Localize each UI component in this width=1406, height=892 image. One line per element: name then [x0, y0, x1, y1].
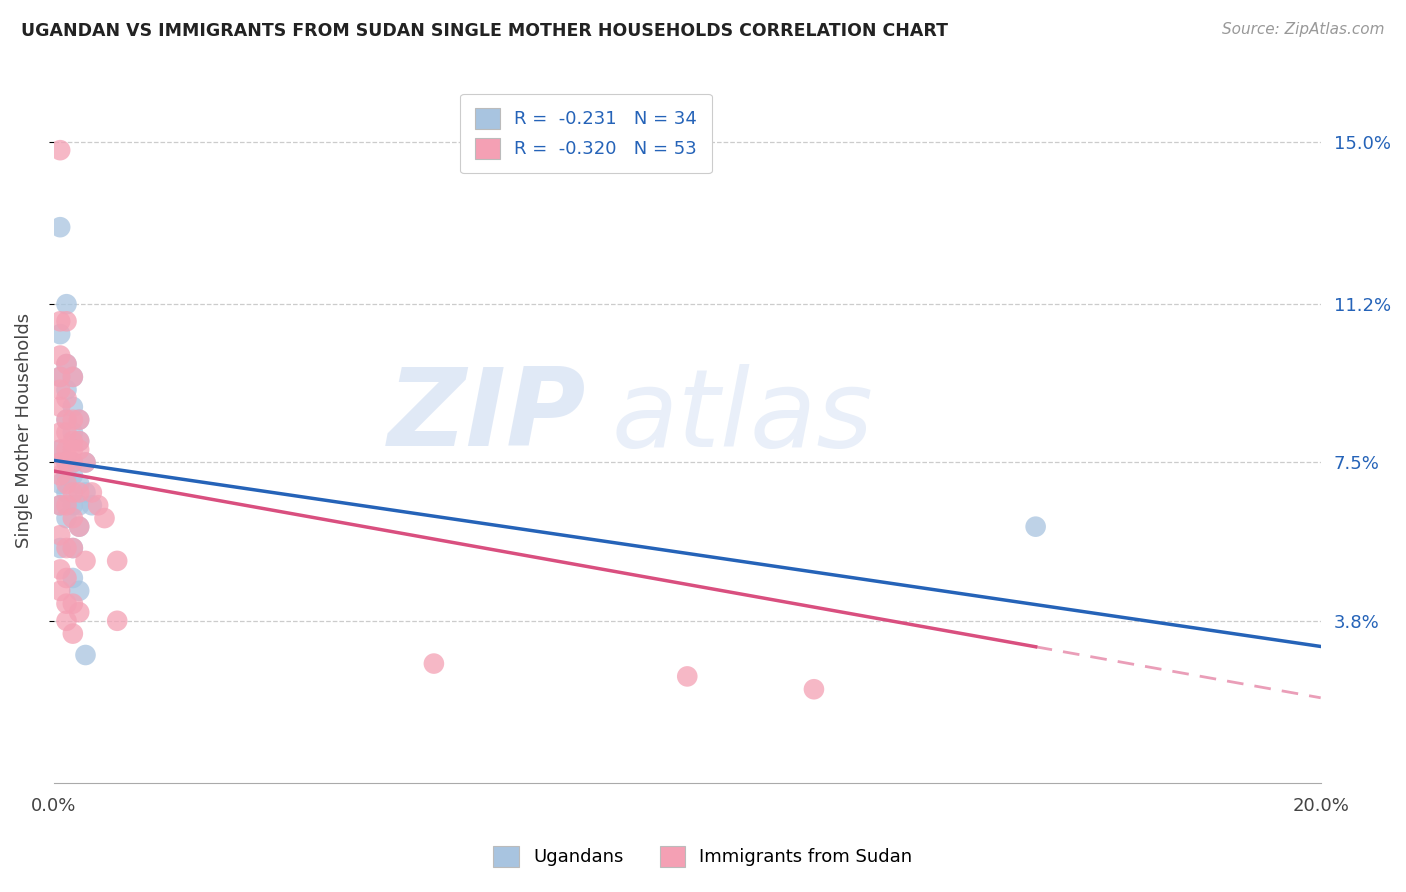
Point: [55, 597, 77, 611]
Point: [67, 476, 90, 491]
Legend: R =  -0.231   N = 34, R =  -0.320   N = 53: R = -0.231 N = 34, R = -0.320 N = 53: [460, 94, 711, 173]
Point: [49, 562, 72, 576]
Point: [49, 476, 72, 491]
Point: [75, 455, 97, 469]
Point: [49, 498, 72, 512]
Point: [67, 498, 90, 512]
Point: [67, 519, 90, 533]
Point: [49, 583, 72, 598]
Point: [62, 370, 84, 384]
Point: [49, 541, 72, 555]
Point: [49, 528, 72, 542]
Point: [55, 425, 77, 440]
Point: [55, 357, 77, 371]
Point: [62, 541, 84, 555]
Point: [62, 413, 84, 427]
Point: [55, 455, 77, 469]
Point: [55, 511, 77, 525]
Point: [49, 498, 72, 512]
Point: [62, 626, 84, 640]
Point: [55, 392, 77, 406]
Point: [67, 434, 90, 449]
Point: [62, 541, 84, 555]
Point: [55, 498, 77, 512]
Point: [49, 383, 72, 397]
Point: [62, 468, 84, 483]
Text: UGANDAN VS IMMIGRANTS FROM SUDAN SINGLE MOTHER HOUSEHOLDS CORRELATION CHART: UGANDAN VS IMMIGRANTS FROM SUDAN SINGLE …: [21, 22, 948, 40]
Point: [62, 455, 84, 469]
Point: [62, 442, 84, 457]
Point: [55, 468, 77, 483]
Point: [62, 571, 84, 585]
Point: [55, 357, 77, 371]
Point: [62, 434, 84, 449]
Point: [55, 442, 77, 457]
Point: [55, 614, 77, 628]
Point: [49, 327, 72, 342]
Point: [67, 434, 90, 449]
Point: [49, 442, 72, 457]
Point: [49, 400, 72, 414]
Point: [105, 554, 128, 568]
Point: [75, 648, 97, 662]
Point: [49, 349, 72, 363]
Point: [62, 511, 84, 525]
Legend: Ugandans, Immigrants from Sudan: Ugandans, Immigrants from Sudan: [486, 838, 920, 874]
Point: [423, 657, 446, 671]
Point: [49, 370, 72, 384]
Point: [67, 605, 90, 619]
Point: [49, 370, 72, 384]
Point: [55, 413, 77, 427]
Y-axis label: Single Mother Households: Single Mother Households: [15, 313, 32, 548]
Point: [55, 413, 77, 427]
Point: [75, 554, 97, 568]
Point: [676, 669, 699, 683]
Point: [67, 583, 90, 598]
Point: [62, 455, 84, 469]
Text: Source: ZipAtlas.com: Source: ZipAtlas.com: [1222, 22, 1385, 37]
Point: [75, 455, 97, 469]
Point: [49, 425, 72, 440]
Point: [55, 541, 77, 555]
Point: [80, 498, 103, 512]
Point: [55, 455, 77, 469]
Point: [1025, 519, 1047, 533]
Point: [55, 314, 77, 328]
Text: atlas: atlas: [612, 364, 873, 469]
Point: [80, 485, 103, 500]
Point: [49, 143, 72, 157]
Point: [55, 476, 77, 491]
Point: [49, 314, 72, 328]
Point: [803, 682, 825, 697]
Point: [55, 571, 77, 585]
Point: [55, 383, 77, 397]
Point: [62, 597, 84, 611]
Point: [62, 370, 84, 384]
Point: [93, 511, 115, 525]
Point: [67, 485, 90, 500]
Point: [62, 498, 84, 512]
Point: [55, 297, 77, 311]
Point: [62, 425, 84, 440]
Point: [105, 614, 128, 628]
Point: [49, 442, 72, 457]
Point: [87, 498, 110, 512]
Point: [67, 519, 90, 533]
Point: [49, 220, 72, 235]
Point: [75, 485, 97, 500]
Point: [67, 413, 90, 427]
Point: [49, 455, 72, 469]
Point: [62, 400, 84, 414]
Text: ZIP: ZIP: [388, 363, 586, 469]
Point: [67, 413, 90, 427]
Point: [49, 468, 72, 483]
Point: [67, 442, 90, 457]
Point: [62, 485, 84, 500]
Point: [55, 485, 77, 500]
